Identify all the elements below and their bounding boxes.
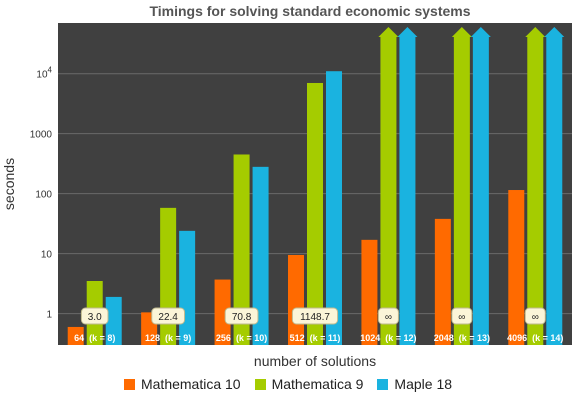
infinity-label: ∞ bbox=[531, 12, 540, 26]
bar bbox=[472, 37, 489, 345]
infinity-label: ∞ bbox=[477, 12, 486, 26]
bars: ∞ ∞ ∞ ∞ ∞ ∞ bbox=[67, 12, 565, 346]
infinity-label: ∞ bbox=[403, 12, 412, 26]
x-axis-ticks: 64 (k = 8) 128 (k = 9) 256 (k = 10) 512 (k … bbox=[74, 333, 563, 343]
ratio-labels: 3.0 22.4 70.8 1148.7 ∞ ∞ ∞ bbox=[80, 307, 546, 325]
legend-label: Mathematica 9 bbox=[271, 376, 364, 392]
infinity-label: ∞ bbox=[458, 12, 467, 26]
ratio-label: 3.0 bbox=[88, 312, 102, 323]
bar bbox=[252, 166, 269, 345]
ratio-label-box bbox=[291, 307, 339, 325]
bar bbox=[434, 218, 451, 345]
bar-arrow bbox=[470, 27, 491, 37]
bar-arrow bbox=[451, 27, 472, 37]
ratio-label: ∞ bbox=[532, 312, 539, 323]
ratio-label: 70.8 bbox=[232, 312, 252, 323]
ratio-label-box bbox=[451, 307, 473, 325]
legend-swatch bbox=[123, 378, 135, 390]
y-tick-label: 1 bbox=[46, 310, 52, 321]
legend-label: Maple 18 bbox=[394, 376, 453, 392]
ratio-label: 1148.7 bbox=[300, 312, 330, 323]
x-tick-label: 1024 (k = 12) bbox=[360, 333, 416, 343]
x-tick-label: 4096 (k = 14) bbox=[507, 333, 563, 343]
ratio-label: ∞ bbox=[385, 312, 392, 323]
ratio-label-box bbox=[377, 307, 399, 325]
bar bbox=[527, 37, 544, 345]
legend-label: Mathematica 10 bbox=[140, 376, 241, 392]
bar-arrow bbox=[378, 27, 399, 37]
bar bbox=[361, 239, 378, 345]
x-axis-label: number of solutions bbox=[254, 353, 376, 369]
bar bbox=[179, 230, 196, 345]
x-tick-label: 128 (k = 9) bbox=[145, 333, 191, 343]
x-tick-label: 2048 (k = 13) bbox=[434, 333, 490, 343]
bar-arrow bbox=[525, 27, 546, 37]
bar bbox=[508, 190, 525, 345]
bar bbox=[380, 37, 397, 345]
y-tick-label: 104 bbox=[36, 66, 52, 81]
bar bbox=[67, 326, 84, 345]
ratio-label: ∞ bbox=[458, 312, 465, 323]
bar bbox=[326, 71, 342, 346]
legend-swatch bbox=[254, 378, 266, 390]
y-tick-label: 1000 bbox=[30, 130, 53, 141]
bar bbox=[453, 37, 470, 345]
infinity-label: ∞ bbox=[384, 12, 393, 26]
legend-item: Mathematica 10 bbox=[123, 376, 241, 392]
bar bbox=[546, 37, 563, 345]
ratio-label-box bbox=[80, 307, 109, 325]
ratio-label-box bbox=[224, 307, 259, 325]
legend: Mathematica 10 Mathematica 9 Maple 18 bbox=[0, 376, 576, 392]
legend-swatch bbox=[377, 378, 389, 390]
ratio-label: 22.4 bbox=[158, 312, 178, 323]
bar bbox=[288, 254, 304, 345]
bar bbox=[399, 37, 416, 345]
legend-item: Maple 18 bbox=[377, 376, 452, 392]
y-axis-ticks: 1 10 100 1000 104 bbox=[30, 66, 53, 321]
bar-arrow bbox=[397, 27, 418, 37]
infinity-label: ∞ bbox=[550, 12, 559, 26]
ratio-label-box bbox=[151, 307, 186, 325]
legend-item: Mathematica 9 bbox=[254, 376, 364, 392]
bar bbox=[233, 154, 250, 345]
y-axis-label: seconds bbox=[1, 158, 17, 210]
ratio-label-box bbox=[524, 307, 546, 325]
chart-title: Timings for solving standard economic sy… bbox=[149, 3, 470, 19]
x-tick-label: 64 (k = 8) bbox=[74, 333, 115, 343]
bar bbox=[214, 279, 231, 345]
x-tick-label: 256 (k = 10) bbox=[216, 333, 267, 343]
y-tick-label: 100 bbox=[35, 190, 52, 201]
bar bbox=[307, 82, 323, 346]
bar bbox=[105, 296, 122, 345]
y-tick-label: 10 bbox=[41, 250, 53, 261]
bar-arrow bbox=[544, 27, 565, 37]
x-tick-label: 512 (k = 11) bbox=[290, 333, 341, 343]
